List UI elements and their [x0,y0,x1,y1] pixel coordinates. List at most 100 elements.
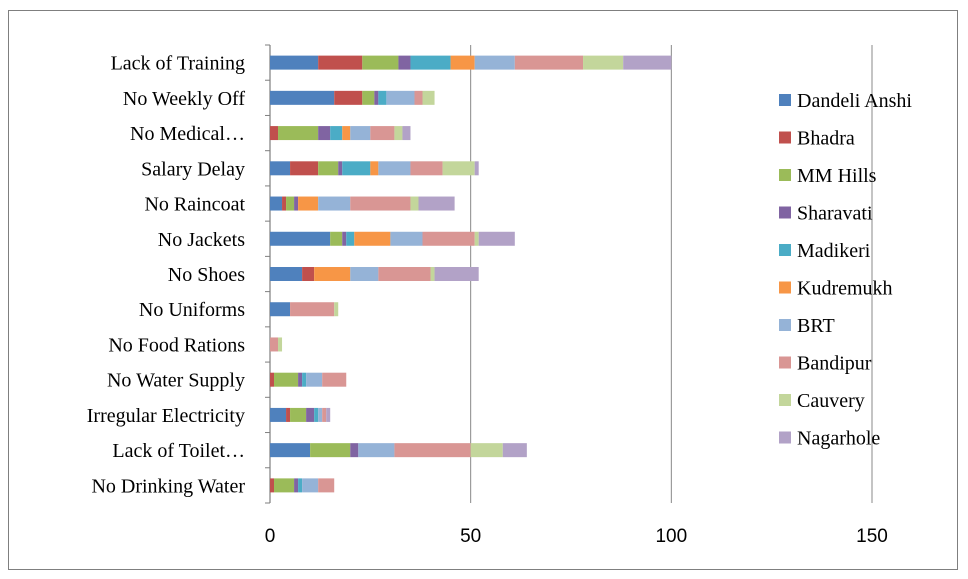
bar-segment [278,337,283,352]
bar-segment [330,231,343,246]
legend-label: Cauvery [797,390,865,412]
category-label: No Food Rations [108,334,245,356]
bar-segment [286,196,295,211]
bar-segment [270,196,283,211]
bar-segment [354,231,391,246]
legend-swatch [779,169,791,181]
bar-segment [270,407,287,422]
bar-segment [270,267,303,281]
bar-segment [330,126,343,141]
bar-segment [410,196,419,211]
legend-swatch [779,319,791,331]
bar-segment [422,90,435,105]
bar-segment [350,267,379,281]
bar-segment [402,126,411,141]
bar-segment [270,161,291,176]
bar-segment [374,90,379,105]
bar-segment [474,231,479,246]
bar-segment [430,267,435,281]
bar-segment [478,231,515,246]
bar-segment [270,231,331,246]
bar-segment [474,161,479,176]
category-label: Salary Delay [141,158,245,180]
legend-swatch [779,206,791,219]
bar-segment [298,478,303,493]
bar-segment [270,337,279,352]
bar-segment [270,126,279,141]
bar-segment [270,478,275,493]
bar-segment [318,126,331,141]
bar-segment [318,55,363,70]
bar-segment [342,231,347,246]
category-label: No Raincoat [144,194,245,216]
legend-label: Bhadra [797,128,855,150]
bar-segment [274,478,295,493]
legend: Dandeli Anshi Bhadra MM Hills Sharavati Madi… [779,90,912,450]
legend-label: MM Hills [797,165,877,187]
bar-segment [410,161,443,176]
category-label: No Shoes [168,264,245,286]
bar-segment [362,90,375,105]
bar-segment [338,161,343,176]
bar-segment [306,372,323,387]
bar-segment [302,478,319,493]
bar-segment [270,443,311,458]
bar-segment [342,161,371,176]
bar-segment [470,443,503,458]
bar-segment [334,302,339,317]
bar-segment [474,55,515,70]
bars [270,55,672,493]
bar-segment [370,161,379,176]
bar-segment [514,55,584,70]
bar-segment [378,161,411,176]
x-tick-label: 50 [460,526,481,547]
bar-segment [294,196,299,211]
bar-segment [322,407,327,422]
bar-segment [583,55,624,70]
legend-label: Dandeli Anshi [797,90,912,112]
bar-segment [318,161,339,176]
bar-segment [378,267,431,281]
bar-segment [350,126,371,141]
bar-segment [310,443,351,458]
bar-segment [318,407,323,422]
bar-segment [294,478,299,493]
bar-segment [623,55,672,70]
bar-segment [290,161,319,176]
category-label: No Water Supply [107,370,245,392]
bar-segment [314,267,351,281]
bar-segment [286,407,291,422]
bar-segment [334,90,363,105]
category-label: Irregular Electricity [87,405,245,427]
bar-segment [298,372,303,387]
category-label: Lack of Training [111,53,245,75]
legend-label: Sharavati [797,203,873,225]
bar-segment [274,372,299,387]
legend-label: Nagarhole [797,428,880,450]
x-tick-label: 100 [655,526,687,547]
legend-label: Kudremukh [797,278,893,300]
bar-segment [302,372,307,387]
legend-swatch [779,244,791,256]
bar-segment [394,126,403,141]
category-label: Lack of Toilet… [112,440,245,462]
bar-segment [282,196,287,211]
bar-segment [346,231,355,246]
category-label: No Weekly Off [123,88,245,110]
bar-segment [270,302,291,317]
bar-segment [370,126,395,141]
bar-segment [318,478,335,493]
bar-segment [450,55,475,70]
bar-segment [414,90,423,105]
bar-segment [298,196,319,211]
bar-segment [270,55,319,70]
legend-swatch [779,281,791,294]
legend-label: BRT [797,315,835,337]
bar-segment [398,55,411,70]
bar-segment [290,302,335,317]
x-tick-labels: 0 50 100 150 [265,526,888,547]
bar-segment [314,407,319,422]
category-label: No Medical… [130,123,245,145]
bar-segment [358,443,395,458]
bar-segment [362,55,399,70]
